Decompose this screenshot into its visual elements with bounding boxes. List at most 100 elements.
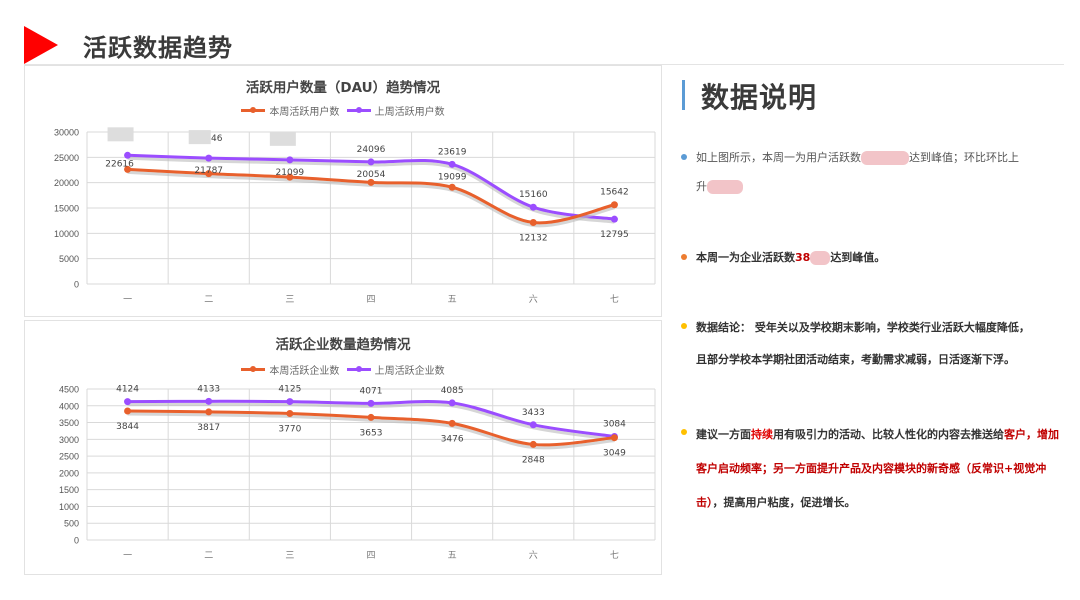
y-tick-label: 1500: [59, 485, 79, 495]
data-label: 24096: [357, 145, 386, 155]
data-point[interactable]: [529, 421, 537, 429]
x-tick-label: 七: [610, 550, 619, 561]
legend-item-last-week: 上周活跃企业数: [346, 362, 445, 377]
data-point[interactable]: [124, 407, 132, 415]
y-tick-label: 500: [64, 519, 79, 529]
data-label: 20054: [357, 170, 386, 180]
y-tick-label: 3000: [59, 435, 79, 445]
y-tick-label: 20000: [54, 178, 79, 188]
data-point[interactable]: [610, 434, 618, 442]
legend-item-last-week: 上周活跃用户数: [346, 103, 445, 118]
data-label: 4125: [278, 385, 301, 395]
data-point[interactable]: [529, 440, 537, 448]
data-label: 4071: [360, 386, 383, 396]
dau-trend-chart: 活跃用户数量（DAU）趋势情况 本周活跃用户数 上周活跃用户数 0 5000 100…: [24, 65, 662, 317]
redacted-label: [188, 130, 211, 145]
panel-accent-bar: [682, 80, 685, 110]
bullet-dot-icon: [681, 323, 687, 329]
y-tick-label: 30000: [54, 128, 79, 138]
data-label: 15160: [519, 190, 548, 200]
data-point[interactable]: [448, 419, 456, 427]
data-point[interactable]: [124, 165, 132, 173]
data-label: 12795: [600, 230, 629, 240]
data-label: 3844: [116, 422, 139, 432]
legend-line-icon: [241, 107, 266, 113]
data-point[interactable]: [124, 398, 132, 406]
y-tick-label: 25000: [54, 153, 79, 163]
y-tick-label: 2000: [59, 468, 79, 478]
enterprise-trend-chart: 活跃企业数量趋势情况 本周活跃企业数 上周活跃企业数 0 500 1000 1500 2…: [24, 320, 662, 575]
x-tick-label: 五: [448, 295, 457, 305]
x-tick-label: 四: [366, 295, 375, 305]
chart-title: 活跃企业数量趋势情况: [275, 337, 411, 353]
data-label: 15642: [600, 188, 629, 198]
data-label: 4133: [197, 384, 220, 394]
header-triangle-icon: [24, 26, 58, 64]
data-point[interactable]: [529, 203, 537, 211]
data-label: 3653: [360, 428, 383, 438]
data-point[interactable]: [367, 158, 375, 166]
bullet-dot-icon: [681, 254, 687, 260]
x-tick-label: 六: [529, 549, 538, 561]
bullet-dot-icon: [681, 154, 687, 160]
data-point[interactable]: [529, 219, 537, 227]
header-divider: [24, 64, 1064, 65]
x-tick-label: 六: [529, 293, 538, 305]
data-point[interactable]: [286, 409, 294, 417]
data-label: 3817: [197, 423, 220, 433]
data-label: 3049: [603, 449, 626, 459]
redacted-value: [707, 180, 743, 194]
data-label: 4085: [441, 386, 464, 396]
y-tick-label: 2500: [59, 452, 79, 462]
data-label: 21787: [194, 166, 223, 176]
data-label: 21099: [276, 168, 305, 178]
data-label: 3433: [522, 408, 545, 418]
data-point[interactable]: [448, 399, 456, 407]
data-point[interactable]: [367, 178, 375, 186]
data-point[interactable]: [448, 160, 456, 168]
data-point[interactable]: [205, 408, 213, 416]
data-point[interactable]: [286, 173, 294, 181]
note-bullet-2: 本周一为企业活跃数38 达到峰值。: [681, 243, 1061, 272]
data-point[interactable]: [124, 151, 132, 159]
data-point[interactable]: [205, 397, 213, 405]
data-label: 3770: [278, 424, 301, 434]
x-tick-label: 七: [610, 294, 619, 305]
x-tick-label: 四: [366, 551, 375, 561]
data-point[interactable]: [367, 413, 375, 421]
data-label: 2848: [522, 455, 545, 465]
y-tick-label: 3500: [59, 418, 79, 428]
data-point[interactable]: [205, 170, 213, 178]
x-tick-label: 三: [285, 551, 294, 561]
chart-title: 活跃用户数量（DAU）趋势情况: [245, 80, 441, 96]
x-tick-label: 五: [448, 551, 457, 561]
data-point[interactable]: [205, 154, 213, 162]
data-point[interactable]: [610, 215, 618, 223]
legend-item-this-week: 本周活跃企业数: [241, 362, 339, 377]
data-label: 4124: [116, 385, 139, 395]
legend-item-this-week: 本周活跃用户数: [241, 103, 339, 118]
note-bullet-1: 如上图所示，本周一为用户活跃数 达到峰值；环比环比上 升: [681, 143, 1061, 201]
y-tick-label: 0: [74, 280, 79, 290]
y-tick-label: 5000: [59, 254, 79, 264]
legend-line-icon: [241, 366, 266, 372]
data-label: 46: [211, 134, 223, 144]
note-bullet-3: 数据结论： 受年关以及学校期末影响，学校类行业活跃大幅度降低， 且部分学校本学期…: [681, 312, 1061, 376]
y-tick-label: 0: [74, 536, 79, 546]
redacted-label: [269, 131, 296, 146]
data-point[interactable]: [610, 201, 618, 209]
data-point[interactable]: [286, 156, 294, 164]
data-point[interactable]: [286, 398, 294, 406]
panel-title: 数据说明: [701, 81, 818, 114]
y-tick-label: 10000: [54, 229, 79, 239]
y-tick-label: 1000: [59, 502, 79, 512]
data-label: 22616: [105, 159, 134, 169]
y-tick-label: 4000: [59, 401, 79, 411]
note-bullet-4: 建议一方面持续用有吸引力的活动、比较人性化的内容去推送给客户，增加客户启动频率；…: [681, 418, 1061, 520]
data-point[interactable]: [367, 399, 375, 407]
redacted-value: [810, 251, 831, 265]
x-tick-label: 二: [204, 295, 213, 305]
data-point[interactable]: [448, 183, 456, 191]
chart-plot-area: 0 5000 10000 15000 20000 25000 30000 一 二 三 四 五 六 七 46 2…: [54, 127, 656, 305]
redacted-label: [107, 127, 134, 142]
